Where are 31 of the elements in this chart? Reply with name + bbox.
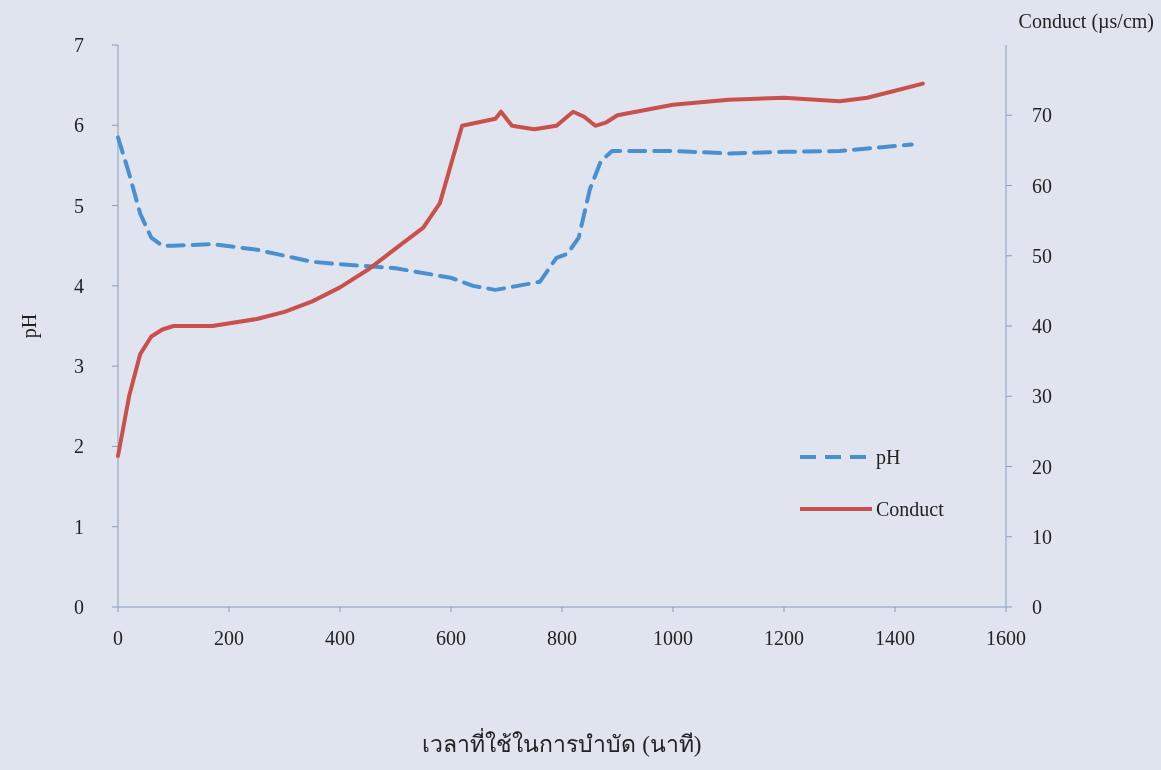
legend-label: Conduct xyxy=(876,498,945,520)
x-tick-label: 1200 xyxy=(764,627,804,649)
y-tick-label: 3 xyxy=(74,355,84,378)
x-tick-label: 1000 xyxy=(653,627,693,649)
y2-tick-label: 60 xyxy=(1032,174,1052,197)
x-tick-label: 600 xyxy=(436,627,466,649)
y-tick-label: 5 xyxy=(74,194,84,217)
y2-tick-label: 50 xyxy=(1032,244,1052,267)
x-tick-label: 0 xyxy=(113,627,123,649)
legend-label: pH xyxy=(876,446,901,469)
x-axis-title: เวลาที่ใช้ในการบำบัด (นาที) xyxy=(422,728,702,757)
x-tick-label: 200 xyxy=(214,627,244,649)
y-tick-label: 0 xyxy=(74,596,84,618)
y-tick-label: 2 xyxy=(74,435,84,458)
x-tick-label: 1400 xyxy=(875,627,915,649)
y-tick-label: 6 xyxy=(74,114,84,137)
x-tick-label: 400 xyxy=(325,627,355,649)
y2-tick-label: 20 xyxy=(1032,455,1052,478)
x-tick-label: 800 xyxy=(547,627,577,649)
y2-tick-label: 70 xyxy=(1032,104,1052,127)
x-tick-label: 1600 xyxy=(986,627,1026,649)
y2-tick-label: 40 xyxy=(1032,315,1052,337)
y2-axis-title: Conduct (µs/cm) xyxy=(1018,10,1154,33)
y2-tick-label: 0 xyxy=(1032,596,1042,618)
y-tick-label: 7 xyxy=(74,34,84,56)
y-tick-label: 1 xyxy=(74,515,84,538)
y-axis-title: pH xyxy=(18,313,41,339)
y-tick-label: 4 xyxy=(74,274,84,297)
y2-tick-label: 30 xyxy=(1032,385,1052,408)
line-series xyxy=(116,135,914,292)
y2-tick-label: 10 xyxy=(1032,525,1052,548)
